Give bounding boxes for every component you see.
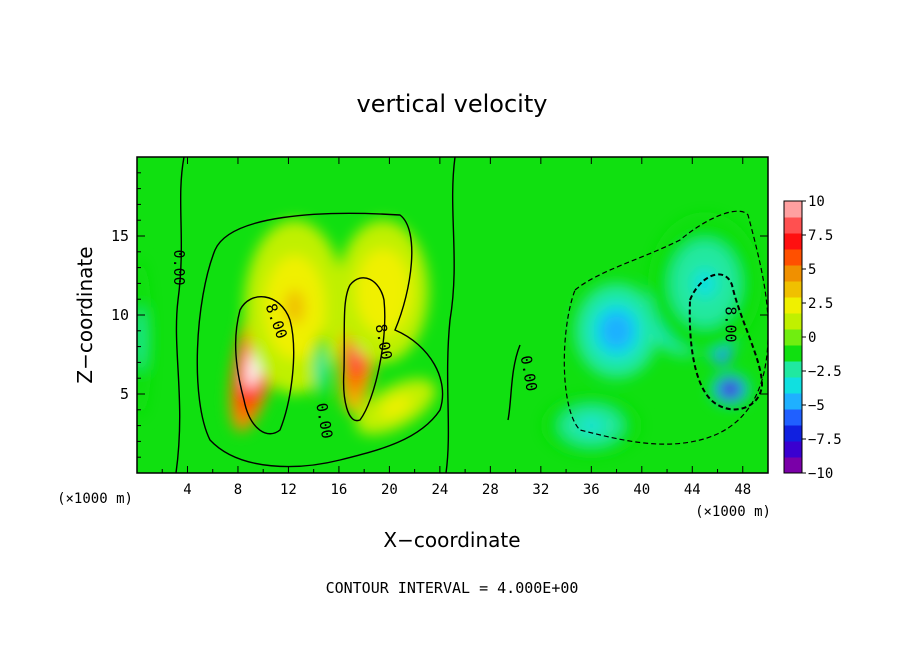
x-tick-label-10: 44 (684, 482, 701, 498)
field-cell-11-4 (693, 269, 717, 298)
colorbar-tick-label-4: 0 (808, 330, 816, 346)
colorbar: 10 7.5 5 2.5 0 −2.5 −5 −7.5 −10 (783, 194, 842, 482)
colorbar-tick-label-3: 2.5 (808, 296, 833, 312)
contour-label-4: 0.00 (517, 354, 541, 393)
velocity-field (137, 212, 762, 458)
x-tick-label-2: 12 (280, 482, 297, 498)
colorbar-band-8 (784, 329, 802, 346)
colorbar-band-1 (784, 441, 802, 458)
x-axis: 4 8 12 16 20 24 28 32 36 40 44 48 (161, 157, 751, 498)
plot-area: 0.008.000.008.000.008.00 (137, 157, 768, 473)
x-tick-label-6: 28 (482, 482, 499, 498)
field-cell-2-4 (284, 289, 305, 325)
colorbar-band-16 (784, 201, 802, 218)
colorbar-band-5 (784, 377, 802, 394)
colorbar-tick-label-8: −10 (808, 466, 833, 482)
zero-contour-left (175, 157, 185, 473)
x-tick-label-9: 40 (633, 482, 650, 498)
contour-zero-right (507, 344, 521, 421)
contour-label-5: 8.00 (722, 306, 740, 342)
x-unit-right: (×1000 m) (695, 504, 771, 520)
contour-8-left (234, 296, 295, 435)
x-tick-label-5: 24 (431, 482, 448, 498)
field-cell-6-4 (138, 322, 144, 355)
colorbar-tick-label-0: 10 (808, 194, 825, 210)
contour-labels: 0.008.000.008.000.008.00 (170, 250, 739, 441)
zero-contour-middle (445, 157, 456, 473)
x-tick-label-8: 36 (583, 482, 600, 498)
colorbar-band-2 (784, 425, 802, 442)
colorbar-tick-label-1: 7.5 (808, 228, 833, 244)
colorbar-band-15 (784, 217, 802, 234)
colorbar-band-7 (784, 345, 802, 362)
contour-interval-footer: CONTOUR INTERVAL = 4.000E+00 (326, 579, 579, 597)
colorbar-band-11 (784, 281, 802, 298)
colorbar-band-6 (784, 361, 802, 378)
colorbar-band-3 (784, 409, 802, 426)
x-tick-label-3: 16 (330, 482, 347, 498)
field-cell-7-4 (608, 321, 625, 341)
field-cell-5-4 (319, 361, 323, 376)
colorbar-band-13 (784, 249, 802, 266)
contour-label-3: 8.00 (372, 322, 396, 361)
colorbar-tick-label-6: −5 (808, 398, 825, 414)
x-tick-label-1: 8 (234, 482, 242, 498)
x-tick-label-7: 32 (532, 482, 549, 498)
field-cell-4-4 (387, 401, 404, 413)
contour-8-right (342, 277, 386, 422)
contour-label-2: 0.00 (312, 401, 336, 440)
colorbar-band-0 (784, 457, 802, 474)
y-tick-label-1: 10 (111, 306, 129, 324)
y-axis-label: Z−coordinate (73, 246, 97, 383)
field-cell-12-4 (581, 419, 602, 432)
contour-label-0: 0.00 (170, 250, 188, 286)
contour-negative-core (688, 273, 764, 411)
colorbar-tick-label-2: 5 (808, 262, 816, 278)
colorbar-band-4 (784, 393, 802, 410)
y-tick-label-0: 5 (120, 385, 129, 403)
colorbar-band-14 (784, 233, 802, 250)
colorbar-band-12 (784, 265, 802, 282)
colorbar-band-9 (784, 313, 802, 330)
positive-contour-envelope (196, 212, 444, 468)
y-tick-label-2: 15 (111, 227, 129, 245)
chart-title: vertical velocity (357, 90, 548, 118)
x-unit-left: (×1000 m) (57, 491, 133, 507)
colorbar-tick-label-5: −2.5 (808, 364, 842, 380)
contour-lines (175, 157, 768, 473)
x-tick-label-11: 48 (734, 482, 751, 498)
colorbar-band-10 (784, 297, 802, 314)
x-tick-label-4: 20 (381, 482, 398, 498)
contour-negative-envelope (563, 210, 768, 445)
y-axis: 5 10 15 (111, 172, 768, 458)
x-axis-label: X−coordinate (383, 528, 520, 552)
field-cell-3-4 (374, 277, 393, 306)
field-cell-10-4 (726, 386, 734, 393)
x-tick-label-0: 4 (183, 482, 191, 498)
colorbar-tick-label-7: −7.5 (808, 432, 842, 448)
